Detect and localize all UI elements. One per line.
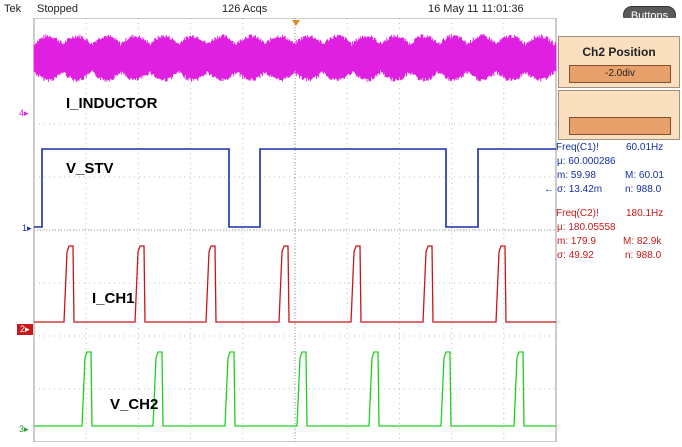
- meas-c1-min: m: 59.98: [557, 170, 596, 181]
- meas-c1-arrow-icon: ←: [544, 184, 554, 195]
- channel-3-number: 3: [19, 424, 25, 434]
- label-i-ch1: I_CH1: [92, 290, 135, 307]
- graticule: [33, 17, 557, 443]
- label-i-inductor: I_INDUCTOR: [66, 95, 158, 112]
- trace-v-ch2: [34, 351, 556, 427]
- meas-c2-max: M: 82.9k: [623, 236, 662, 247]
- meas-c2-n: n: 988.0: [625, 250, 662, 261]
- ch2-position-value[interactable]: -2.0div: [569, 65, 671, 83]
- meas-c2-sigma: σ: 49.92: [557, 250, 594, 261]
- trace-i-inductor: [33, 34, 557, 82]
- meas-c1-mean: μ: 60.000286: [557, 156, 616, 167]
- side-panel: [560, 18, 682, 442]
- channel-4-marker: 4▸: [19, 108, 29, 118]
- brand-label: Tek: [4, 3, 22, 15]
- waveform-display: [0, 17, 560, 443]
- ch2-position-menu[interactable]: Ch2 Position -2.0div: [558, 36, 680, 88]
- meas-c1-sigma: σ: 13.42m: [557, 184, 603, 195]
- channel-3-marker: 3▸: [19, 424, 29, 434]
- meas-c2-title: Freq(C2)!: [556, 208, 599, 219]
- meas-c1-value: 60.01Hz: [626, 142, 664, 153]
- trace-v-stv: [34, 148, 556, 228]
- meas-c1-title: Freq(C1)!: [556, 142, 599, 153]
- label-v-stv: V_STV: [66, 160, 114, 177]
- trace-i-ch1: [34, 245, 556, 323]
- channel-4-number: 4: [19, 108, 25, 118]
- empty-menu-field[interactable]: [569, 117, 671, 135]
- channel-2-number: 2: [20, 324, 26, 334]
- channel-1-number: 1: [22, 223, 28, 233]
- timestamp: 16 May 11 11:01:36: [428, 3, 524, 15]
- run-status: Stopped: [37, 3, 78, 15]
- meas-c1-max: M: 60.01: [625, 170, 664, 181]
- channel-2-marker: 2▸: [17, 324, 33, 335]
- meas-c2-min: m: 179.9: [557, 236, 596, 247]
- ch2-position-title: Ch2 Position: [582, 45, 656, 59]
- meas-c1-n: n: 988.0: [625, 184, 662, 195]
- label-v-ch2: V_CH2: [110, 396, 159, 413]
- status-bar: Tek Stopped 126 Acqs 16 May 11 11:01:36: [0, 0, 682, 18]
- meas-c2-mean: μ: 180.05558: [557, 222, 616, 233]
- acquisition-count: 126 Acqs: [222, 3, 268, 15]
- empty-menu-slot[interactable]: [558, 90, 680, 140]
- meas-c2-value: 180.1Hz: [626, 208, 664, 219]
- channel-1-marker: 1▸: [22, 223, 32, 233]
- trigger-position-icon: [292, 20, 300, 26]
- waveform-canvas: [33, 17, 557, 443]
